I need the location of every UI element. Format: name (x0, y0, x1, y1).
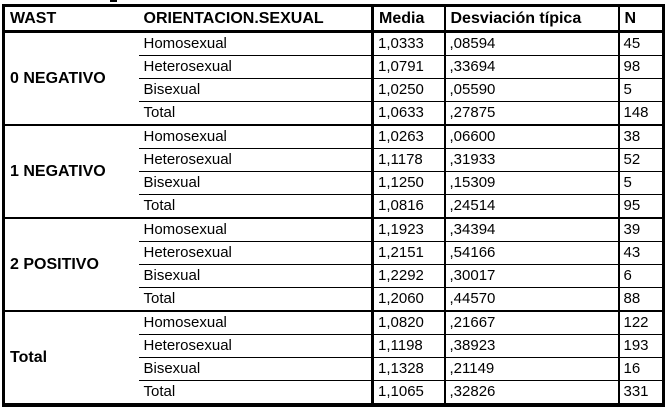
orientation-cell: Heterosexual (138, 148, 374, 172)
table-row: Bisexual 1,1250 ,15309 5 (4, 171, 664, 195)
orientation-cell: Homosexual (138, 311, 374, 335)
n-cell: 148 (618, 101, 664, 126)
media-cell: 1,0263 (372, 125, 446, 149)
wast-group-label: 0 NEGATIVO (3, 31, 139, 126)
desv-cell: ,27875 (444, 101, 620, 126)
n-cell: 98 (618, 55, 664, 79)
table-row-total: Total 1,0816 ,24514 95 (4, 194, 664, 219)
n-cell: 52 (618, 148, 664, 172)
orientation-cell: Bisexual (138, 78, 374, 102)
desv-cell: ,21667 (444, 311, 620, 335)
orientation-cell: Total (138, 194, 374, 219)
desv-cell: ,21149 (444, 357, 620, 381)
n-cell: 5 (618, 171, 664, 195)
table-row: 2 POSITIVO Homosexual 1,1923 ,34394 39 (3, 218, 664, 312)
orientation-cell: Heterosexual (138, 241, 374, 265)
media-cell: 1,2292 (372, 264, 446, 288)
desv-cell: ,32826 (444, 380, 620, 406)
n-cell: 38 (618, 125, 664, 149)
header-orientacion-sexual: ORIENTACION.SEXUAL (138, 5, 374, 33)
header-row: WAST ORIENTACION.SEXUAL Media Desviación… (3, 5, 664, 33)
media-cell: 1,0633 (372, 101, 446, 126)
n-cell: 331 (618, 380, 664, 406)
media-cell: 1,1065 (372, 380, 446, 406)
media-cell: 1,0250 (372, 78, 446, 102)
desv-cell: ,08594 (444, 31, 620, 56)
desv-cell: ,54166 (444, 241, 620, 265)
n-cell: 193 (618, 334, 664, 358)
table-row-total: Total 1,2060 ,44570 88 (4, 287, 664, 312)
media-cell: 1,2151 (372, 241, 446, 265)
desv-cell: ,06600 (444, 125, 620, 149)
orientation-cell: Total (138, 101, 374, 126)
header-desviacion-tipica: Desviación típica (444, 5, 620, 33)
orientation-cell: Bisexual (138, 171, 374, 195)
wast-group-label: 1 NEGATIVO (3, 125, 139, 219)
table-row: 1 NEGATIVO Homosexual 1,0263 ,06600 38 (3, 125, 664, 219)
n-cell: 95 (618, 194, 664, 219)
n-cell: 16 (618, 357, 664, 381)
table-row: Heterosexual 1,2151 ,54166 43 (4, 241, 664, 265)
header-n: N (618, 5, 664, 33)
orientation-cell: Heterosexual (138, 55, 374, 79)
table-row: Heterosexual 1,1198 ,38923 193 (4, 334, 664, 358)
n-cell: 122 (618, 311, 664, 335)
wast-group-label: 2 POSITIVO (3, 218, 139, 312)
n-cell: 6 (618, 264, 664, 288)
orientation-cell: Bisexual (138, 264, 374, 288)
desv-cell: ,33694 (444, 55, 620, 79)
media-cell: 1,1328 (372, 357, 446, 381)
n-cell: 45 (618, 31, 664, 56)
media-cell: 1,0816 (372, 194, 446, 219)
n-cell: 88 (618, 287, 664, 312)
desv-cell: ,38923 (444, 334, 620, 358)
header-media: Media (372, 5, 446, 33)
n-cell: 43 (618, 241, 664, 265)
media-cell: 1,2060 (372, 287, 446, 312)
table-row: Bisexual 1,1328 ,21149 16 (4, 357, 664, 381)
desv-cell: ,44570 (444, 287, 620, 312)
orientation-cell: Homosexual (138, 31, 374, 56)
table-row-total: Total 1,0633 ,27875 148 (4, 101, 664, 126)
desv-cell: ,15309 (444, 171, 620, 195)
media-cell: 1,0791 (372, 55, 446, 79)
table-row: Bisexual 1,0250 ,05590 5 (4, 78, 664, 102)
table-row-total: Total 1,1065 ,32826 331 (4, 380, 664, 406)
orientation-cell: Total (138, 287, 374, 312)
media-cell: 1,1198 (372, 334, 446, 358)
orientation-cell: Homosexual (138, 125, 374, 149)
media-cell: 1,0820 (372, 311, 446, 335)
desv-cell: ,05590 (444, 78, 620, 102)
orientation-cell: Heterosexual (138, 334, 374, 358)
stray-mark (110, 0, 117, 2)
orientation-cell: Homosexual (138, 218, 374, 242)
desv-cell: ,30017 (444, 264, 620, 288)
table-row: Heterosexual 1,0791 ,33694 98 (4, 55, 664, 79)
table-row: Total Homosexual 1,0820 ,21667 122 (3, 311, 664, 406)
media-cell: 1,1250 (372, 171, 446, 195)
desv-cell: ,34394 (444, 218, 620, 242)
n-cell: 39 (618, 218, 664, 242)
n-cell: 5 (618, 78, 664, 102)
media-cell: 1,1178 (372, 148, 446, 172)
table-row: Bisexual 1,2292 ,30017 6 (4, 264, 664, 288)
orientation-cell: Bisexual (138, 357, 374, 381)
orientation-cell: Total (138, 380, 374, 406)
descriptives-table: WAST ORIENTACION.SEXUAL Media Desviación… (2, 4, 665, 407)
table-row: 0 NEGATIVO Homosexual 1,0333 ,08594 45 (3, 31, 664, 126)
header-wast: WAST (3, 5, 139, 33)
media-cell: 1,0333 (372, 31, 446, 56)
media-cell: 1,1923 (372, 218, 446, 242)
desv-cell: ,24514 (444, 194, 620, 219)
desv-cell: ,31933 (444, 148, 620, 172)
table-row: Heterosexual 1,1178 ,31933 52 (4, 148, 664, 172)
wast-group-label: Total (3, 311, 139, 406)
